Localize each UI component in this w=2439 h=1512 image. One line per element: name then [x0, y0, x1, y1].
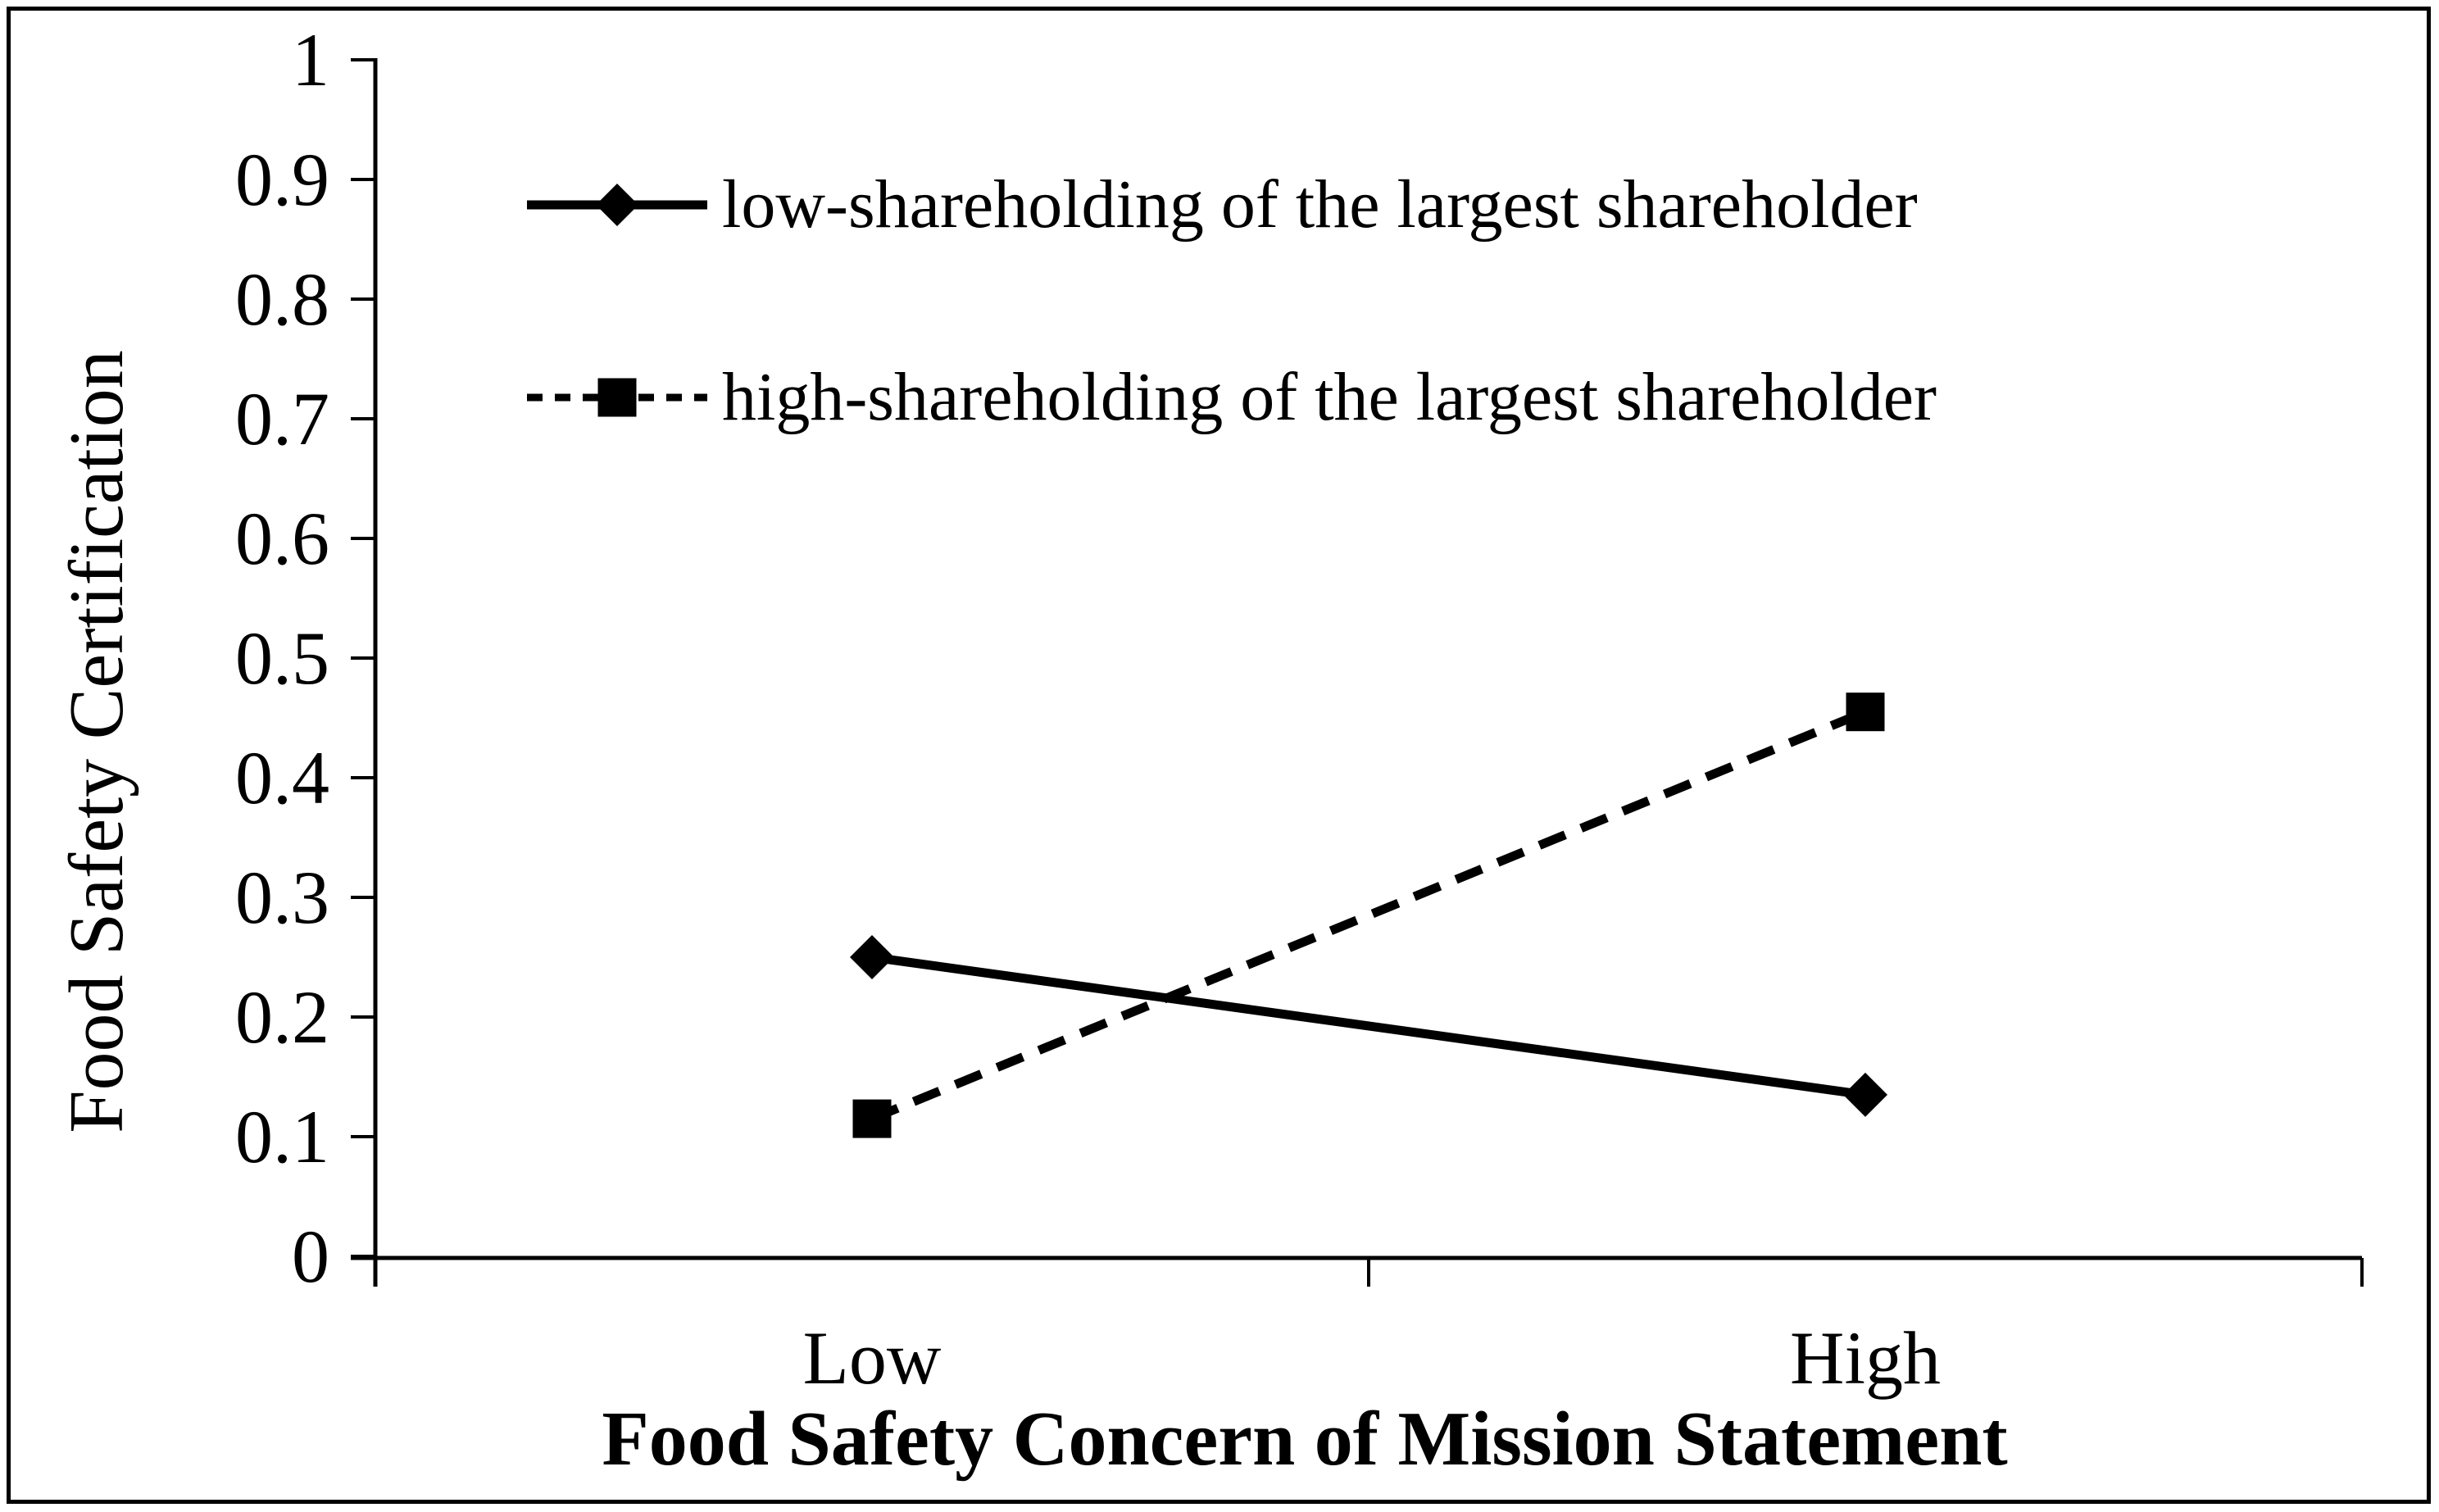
legend-item-high-shareholding: high-shareholding of the largest shareho… — [527, 352, 1937, 443]
legend-item-low-shareholding: low-shareholding of the largest sharehol… — [527, 160, 1937, 250]
data-point-square — [1846, 692, 1885, 732]
x-axis-title: Food Safety Concern of Mission Statement — [602, 1396, 2008, 1482]
legend-sample-dashed-square-icon — [527, 378, 707, 417]
y-tick-label: 0.8 — [235, 257, 329, 341]
legend-marker-square — [597, 378, 637, 417]
y-tick-label: 0.1 — [235, 1095, 329, 1178]
y-tick-label: 0.4 — [235, 736, 329, 820]
data-point-diamond — [850, 935, 894, 979]
y-tick-label: 0 — [292, 1215, 329, 1298]
series-line-0 — [871, 952, 1866, 1100]
x-tick-label-high: High — [1790, 1316, 1941, 1400]
legend-marker-diamond — [596, 184, 638, 226]
data-point-diamond — [1843, 1072, 1887, 1117]
y-tick-label: 0.9 — [235, 138, 329, 221]
y-tick-label: 1 — [292, 18, 329, 102]
y-tick-label: 0.3 — [235, 856, 329, 939]
legend: low-shareholding of the largest sharehol… — [527, 160, 1937, 443]
y-tick-label: 0.7 — [235, 377, 329, 461]
figure-border — [7, 7, 2431, 1504]
legend-sample-solid-diamond-icon — [527, 184, 707, 226]
data-point-square — [852, 1099, 892, 1138]
legend-label-low-shareholding: low-shareholding of the largest sharehol… — [722, 166, 1918, 243]
y-tick-label: 0.6 — [235, 497, 329, 580]
x-tick-label-low: Low — [802, 1316, 942, 1400]
y-tick-label: 0.5 — [235, 616, 329, 700]
legend-label-high-shareholding: high-shareholding of the largest shareho… — [722, 359, 1937, 435]
y-tick-label: 0.2 — [235, 975, 329, 1059]
series-line-1 — [870, 707, 1868, 1124]
